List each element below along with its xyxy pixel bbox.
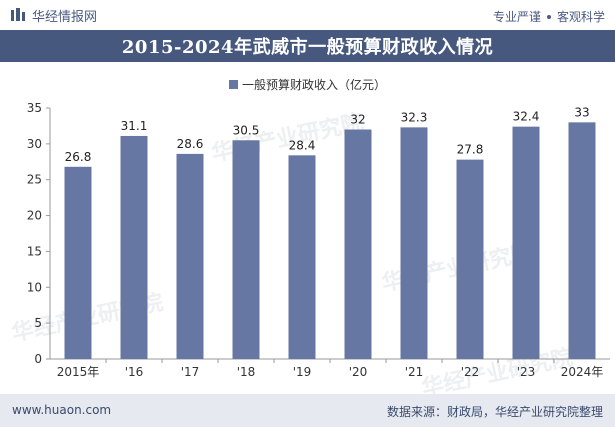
data-source: 数据来源：财政局，华经产业研究院整理 <box>386 405 603 419</box>
bar-chart: 0 5 10 15 20 25 30 35 26.8 2015年 31.1 '16 28.6 '17 30.… <box>27 101 610 379</box>
footer: www.huaon.com 数据来源：财政局，华经产业研究院整理 <box>0 394 615 427</box>
data-label: 32 <box>350 113 365 127</box>
data-label: 32.4 <box>513 110 540 124</box>
x-tick-label: '17 <box>181 365 200 379</box>
bar <box>344 129 372 359</box>
data-label: 33 <box>574 105 589 119</box>
x-tick-label: 2024年 <box>561 365 604 379</box>
data-label: 28.6 <box>177 137 204 151</box>
x-tick-label: 2015年 <box>57 365 100 379</box>
bar <box>568 122 596 359</box>
brand-name: 华经情报网 <box>32 9 98 25</box>
y-tick-label: 15 <box>27 244 42 258</box>
y-tick-label: 35 <box>27 101 42 115</box>
x-tick-label: '20 <box>349 365 368 379</box>
title-bar: 2015-2024年武威市一般预算财政收入情况 <box>0 30 615 62</box>
top-bar: 华经情报网 专业严谨 客观科学 <box>0 0 615 30</box>
data-label: 31.1 <box>121 119 148 133</box>
bar <box>456 159 484 359</box>
x-tick-label: '18 <box>237 365 256 379</box>
website-link[interactable]: www.huaon.com <box>12 403 112 417</box>
y-tick-label: 10 <box>27 280 42 294</box>
y-tick-label: 25 <box>27 173 42 187</box>
legend: 一般预算财政收入（亿元） <box>0 75 615 93</box>
data-label: 32.3 <box>401 110 428 124</box>
logo-icon <box>11 8 25 21</box>
chart-title: 2015-2024年武威市一般预算财政收入情况 <box>121 37 494 58</box>
y-tick-label: 0 <box>34 352 42 366</box>
bar <box>176 153 204 359</box>
x-tick-label: '21 <box>405 365 424 379</box>
bar <box>288 155 316 359</box>
y-tick-label: 30 <box>27 137 42 151</box>
x-tick-label: '23 <box>517 365 536 379</box>
data-label: 26.8 <box>65 150 92 164</box>
bar <box>232 140 260 359</box>
data-label: 27.8 <box>457 143 484 157</box>
data-label: 28.4 <box>289 138 316 152</box>
bar <box>120 135 148 359</box>
tagline: 专业严谨 客观科学 <box>493 8 605 25</box>
y-tick-label: 20 <box>27 209 42 223</box>
bar <box>512 126 540 359</box>
x-tick-label: '19 <box>293 365 312 379</box>
legend-swatch <box>228 79 238 89</box>
separator-dot <box>546 14 551 19</box>
data-label: 30.5 <box>233 123 260 137</box>
y-tick-label: 5 <box>34 316 42 330</box>
legend-label: 一般预算财政收入（亿元） <box>241 77 386 92</box>
bar <box>400 127 428 359</box>
brand: 华经情报网 <box>10 6 98 25</box>
x-tick-label: '22 <box>461 365 480 379</box>
bar <box>64 166 92 359</box>
tagline-left: 专业严谨 <box>492 10 541 24</box>
tagline-right: 客观科学 <box>556 10 605 24</box>
x-tick-label: '16 <box>125 365 144 379</box>
